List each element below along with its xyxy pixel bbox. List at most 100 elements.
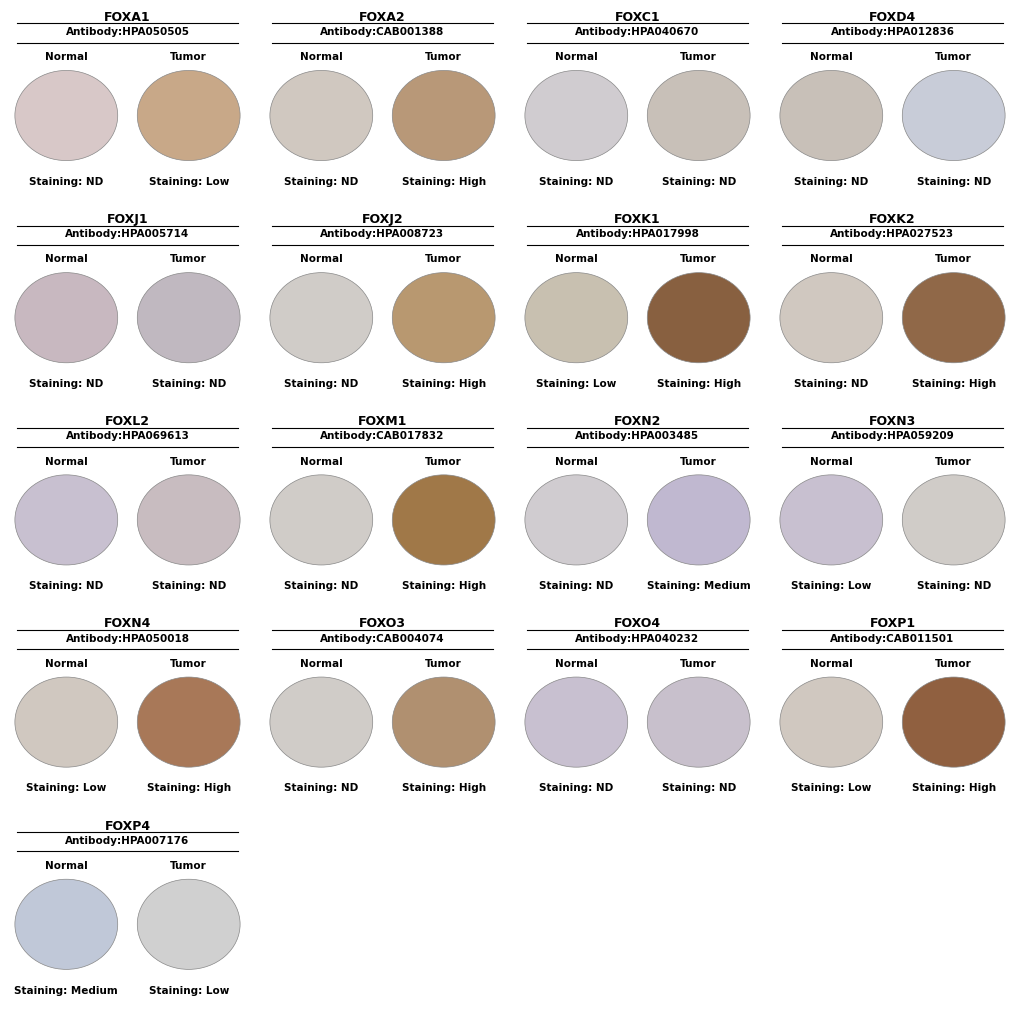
Text: Antibody:HPA003485: Antibody:HPA003485	[575, 432, 699, 442]
Text: Tumor: Tumor	[425, 457, 462, 466]
Text: Antibody:CAB017832: Antibody:CAB017832	[320, 432, 444, 442]
Ellipse shape	[138, 880, 239, 970]
Text: Staining: High: Staining: High	[147, 784, 230, 794]
Text: FOXA1: FOXA1	[104, 11, 151, 24]
Text: Staining: ND: Staining: ND	[661, 784, 735, 794]
Text: Antibody:HPA040232: Antibody:HPA040232	[575, 634, 699, 644]
Text: Tumor: Tumor	[425, 659, 462, 668]
Text: Tumor: Tumor	[170, 861, 207, 870]
Text: Normal: Normal	[554, 53, 597, 62]
Ellipse shape	[902, 71, 1004, 161]
Text: Normal: Normal	[45, 861, 88, 870]
Ellipse shape	[780, 273, 881, 363]
Text: Staining: Low: Staining: Low	[26, 784, 106, 794]
Text: Tumor: Tumor	[170, 659, 207, 668]
Text: Tumor: Tumor	[680, 457, 716, 466]
Text: FOXO3: FOXO3	[359, 618, 406, 631]
Ellipse shape	[138, 475, 239, 565]
Ellipse shape	[902, 475, 1004, 565]
Text: Staining: ND: Staining: ND	[539, 581, 612, 591]
Ellipse shape	[780, 677, 881, 767]
Ellipse shape	[647, 475, 749, 565]
Text: Tumor: Tumor	[170, 255, 207, 264]
Text: Normal: Normal	[45, 457, 88, 466]
Text: Normal: Normal	[554, 457, 597, 466]
Ellipse shape	[647, 71, 749, 161]
Text: Tumor: Tumor	[934, 659, 971, 668]
Ellipse shape	[902, 273, 1004, 363]
Text: Staining: ND: Staining: ND	[30, 379, 103, 389]
Text: Normal: Normal	[300, 457, 342, 466]
Ellipse shape	[138, 71, 239, 161]
Text: Normal: Normal	[809, 457, 852, 466]
Text: Antibody:HPA005714: Antibody:HPA005714	[65, 229, 190, 240]
Text: Tumor: Tumor	[680, 255, 716, 264]
Ellipse shape	[15, 273, 117, 363]
Text: Normal: Normal	[809, 659, 852, 668]
Ellipse shape	[525, 475, 627, 565]
Text: Staining: ND: Staining: ND	[30, 581, 103, 591]
Text: Staining: ND: Staining: ND	[916, 581, 989, 591]
Text: Staining: High: Staining: High	[401, 784, 485, 794]
Text: FOXN3: FOXN3	[868, 416, 915, 429]
Ellipse shape	[647, 273, 749, 363]
Text: Antibody:HPA017998: Antibody:HPA017998	[575, 229, 699, 240]
Text: Staining: High: Staining: High	[401, 379, 485, 389]
Text: Antibody:HPA050018: Antibody:HPA050018	[65, 634, 190, 644]
Text: Staining: Low: Staining: Low	[791, 581, 870, 591]
Text: FOXN2: FOXN2	[613, 416, 660, 429]
Text: Tumor: Tumor	[170, 53, 207, 62]
Text: Staining: ND: Staining: ND	[539, 177, 612, 187]
Ellipse shape	[392, 71, 494, 161]
Text: Staining: High: Staining: High	[401, 177, 485, 187]
Text: Normal: Normal	[300, 659, 342, 668]
Text: Antibody:HPA059209: Antibody:HPA059209	[829, 432, 954, 442]
Text: Antibody:HPA012836: Antibody:HPA012836	[829, 27, 954, 37]
Text: Antibody:CAB001388: Antibody:CAB001388	[320, 27, 444, 37]
Text: Normal: Normal	[300, 53, 342, 62]
Text: Staining: ND: Staining: ND	[661, 177, 735, 187]
Text: Tumor: Tumor	[934, 457, 971, 466]
Text: Tumor: Tumor	[425, 255, 462, 264]
Text: Staining: Low: Staining: Low	[536, 379, 615, 389]
Ellipse shape	[270, 475, 372, 565]
Text: Staining: Low: Staining: Low	[149, 986, 228, 996]
Text: Normal: Normal	[809, 53, 852, 62]
Ellipse shape	[525, 677, 627, 767]
Ellipse shape	[902, 677, 1004, 767]
Text: Normal: Normal	[45, 255, 88, 264]
Ellipse shape	[392, 677, 494, 767]
Text: FOXL2: FOXL2	[105, 416, 150, 429]
Text: Staining: Medium: Staining: Medium	[14, 986, 118, 996]
Text: Normal: Normal	[554, 255, 597, 264]
Text: FOXN4: FOXN4	[104, 618, 151, 631]
Ellipse shape	[15, 880, 117, 970]
Text: Tumor: Tumor	[680, 659, 716, 668]
Ellipse shape	[392, 273, 494, 363]
Text: FOXJ1: FOXJ1	[107, 213, 148, 226]
Ellipse shape	[525, 71, 627, 161]
Text: Staining: High: Staining: High	[911, 784, 995, 794]
Text: FOXA2: FOXA2	[359, 11, 406, 24]
Ellipse shape	[647, 677, 749, 767]
Text: Antibody:CAB011501: Antibody:CAB011501	[829, 634, 954, 644]
Ellipse shape	[270, 71, 372, 161]
Ellipse shape	[138, 273, 239, 363]
Ellipse shape	[270, 677, 372, 767]
Ellipse shape	[392, 475, 494, 565]
Text: Staining: Low: Staining: Low	[149, 177, 228, 187]
Text: Staining: ND: Staining: ND	[284, 581, 358, 591]
Text: Staining: High: Staining: High	[911, 379, 995, 389]
Text: Tumor: Tumor	[680, 53, 716, 62]
Text: FOXP4: FOXP4	[104, 820, 151, 833]
Text: FOXK1: FOXK1	[613, 213, 660, 226]
Text: FOXP1: FOXP1	[868, 618, 915, 631]
Text: Staining: ND: Staining: ND	[539, 784, 612, 794]
Text: FOXK2: FOXK2	[868, 213, 915, 226]
Text: FOXC1: FOXC1	[614, 11, 659, 24]
Text: Tumor: Tumor	[170, 457, 207, 466]
Text: Normal: Normal	[300, 255, 342, 264]
Text: FOXJ2: FOXJ2	[362, 213, 403, 226]
Text: FOXD4: FOXD4	[868, 11, 915, 24]
Ellipse shape	[780, 71, 881, 161]
